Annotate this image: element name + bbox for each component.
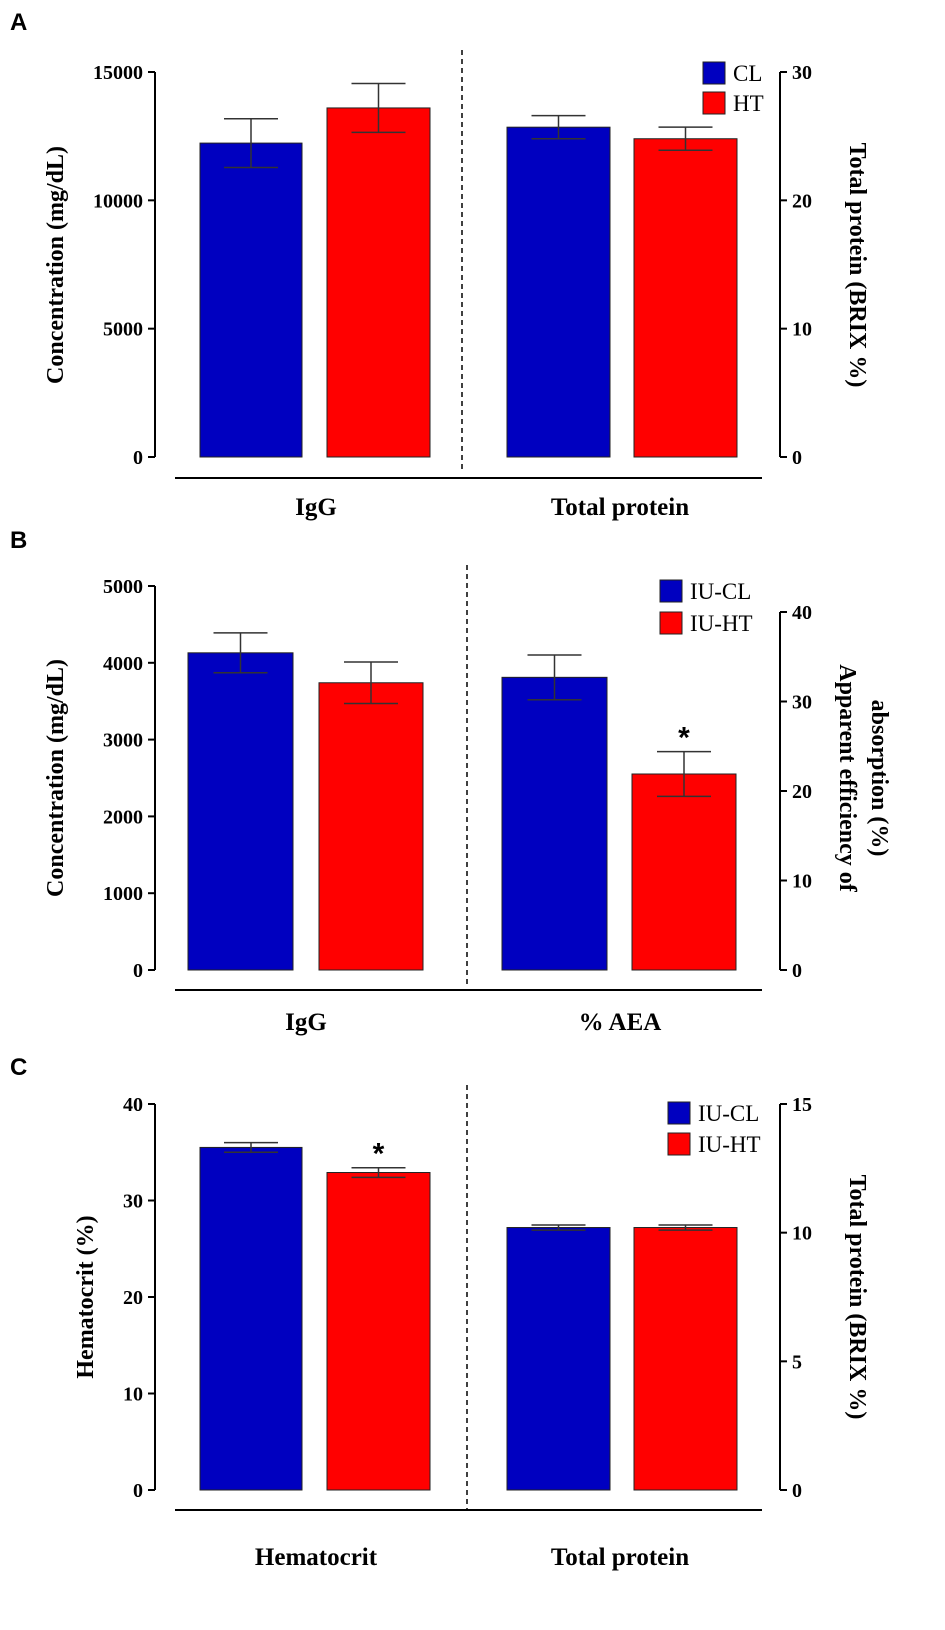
right-axis-title: Total protein (BRIX %) (844, 143, 870, 388)
right-tick-label: 10 (792, 871, 812, 893)
bar-iu-cl (187, 652, 294, 971)
legend-label: IU-HT (698, 1132, 761, 1157)
right-tick-label: 10 (792, 319, 812, 341)
bar-iu-cl (199, 1146, 303, 1491)
panel-letter: A (10, 9, 27, 36)
left-tick-label: 40 (123, 1094, 143, 1116)
significance-marker: * (678, 722, 690, 755)
bar-ht (633, 138, 738, 458)
legend-swatch-iu-cl (659, 579, 683, 603)
bar-cl (506, 126, 611, 458)
category-label: Total protein (551, 1544, 689, 1571)
right-tick-label: 15 (792, 1094, 812, 1116)
panel-a: A 0 5000 10000 15000 0 10 20 30 Concentration (mg… (10, 9, 870, 521)
bar-iu-cl (501, 676, 608, 971)
legend-swatch-ht (702, 91, 726, 115)
bar-ht (326, 107, 431, 458)
right-tick-label: 0 (792, 447, 802, 469)
legend-label: HT (733, 91, 764, 116)
bar-iu-ht (318, 682, 424, 971)
category-label: Total protein (551, 494, 689, 521)
bar-cl (199, 142, 303, 458)
panel-b: B 0 1000 2000 3000 4000 5000 0 10 20 30 40 Concentra… (10, 527, 892, 1036)
legend-label: IU-HT (690, 611, 753, 636)
left-tick-label: 10 (123, 1384, 143, 1406)
left-tick-label: 1000 (103, 883, 143, 905)
left-tick-label: 4000 (103, 653, 143, 675)
right-tick-label: 0 (792, 960, 802, 982)
category-label: % AEA (579, 1009, 662, 1036)
left-axis-title: Concentration (mg/dL) (43, 659, 69, 897)
left-axis-title: Concentration (mg/dL) (43, 146, 69, 384)
right-axis-title: Total protein (BRIX %) (844, 1175, 870, 1420)
legend-label: IU-CL (690, 579, 751, 604)
right-tick-label: 20 (792, 781, 812, 803)
right-tick-label: 5 (792, 1351, 802, 1373)
right-tick-label: 30 (792, 62, 812, 84)
left-tick-label: 20 (123, 1287, 143, 1309)
category-label: IgG (295, 494, 337, 521)
bar-iu-ht (326, 1172, 431, 1491)
legend-label: CL (733, 61, 762, 86)
right-tick-label: 20 (792, 190, 812, 212)
left-axis-title: Hematocrit (%) (73, 1215, 99, 1378)
right-tick-label: 40 (792, 602, 812, 624)
category-label: Hematocrit (255, 1544, 378, 1571)
panel-c: C 0 10 20 30 40 0 5 10 15 Hematocrit (%) Total prot… (10, 1054, 870, 1571)
legend-swatch-iu-cl (667, 1101, 691, 1125)
significance-marker: * (373, 1138, 385, 1171)
legend-label: IU-CL (698, 1101, 759, 1126)
right-tick-label: 10 (792, 1223, 812, 1245)
panel-letter: C (10, 1054, 27, 1081)
bar-iu-ht (633, 1227, 738, 1491)
left-tick-label: 0 (133, 960, 143, 982)
left-tick-label: 3000 (103, 730, 143, 752)
left-tick-label: 2000 (103, 806, 143, 828)
right-tick-label: 0 (792, 1480, 802, 1502)
right-axis-title: absorption (%) (866, 700, 892, 857)
bar-iu-cl (506, 1227, 611, 1491)
left-tick-label: 10000 (93, 190, 143, 212)
left-tick-label: 5000 (103, 576, 143, 598)
left-tick-label: 0 (133, 447, 143, 469)
legend-swatch-cl (702, 61, 726, 85)
category-label: IgG (285, 1009, 327, 1036)
left-tick-label: 30 (123, 1191, 143, 1213)
legend-swatch-iu-ht (659, 611, 683, 635)
panel-letter: B (10, 527, 27, 554)
left-tick-label: 15000 (93, 62, 143, 84)
left-tick-label: 0 (133, 1480, 143, 1502)
bar-iu-ht (631, 773, 737, 971)
right-axis-title: Apparent efficiency of (834, 664, 860, 893)
right-tick-label: 30 (792, 692, 812, 714)
left-tick-label: 5000 (103, 319, 143, 341)
legend-swatch-iu-ht (667, 1132, 691, 1156)
